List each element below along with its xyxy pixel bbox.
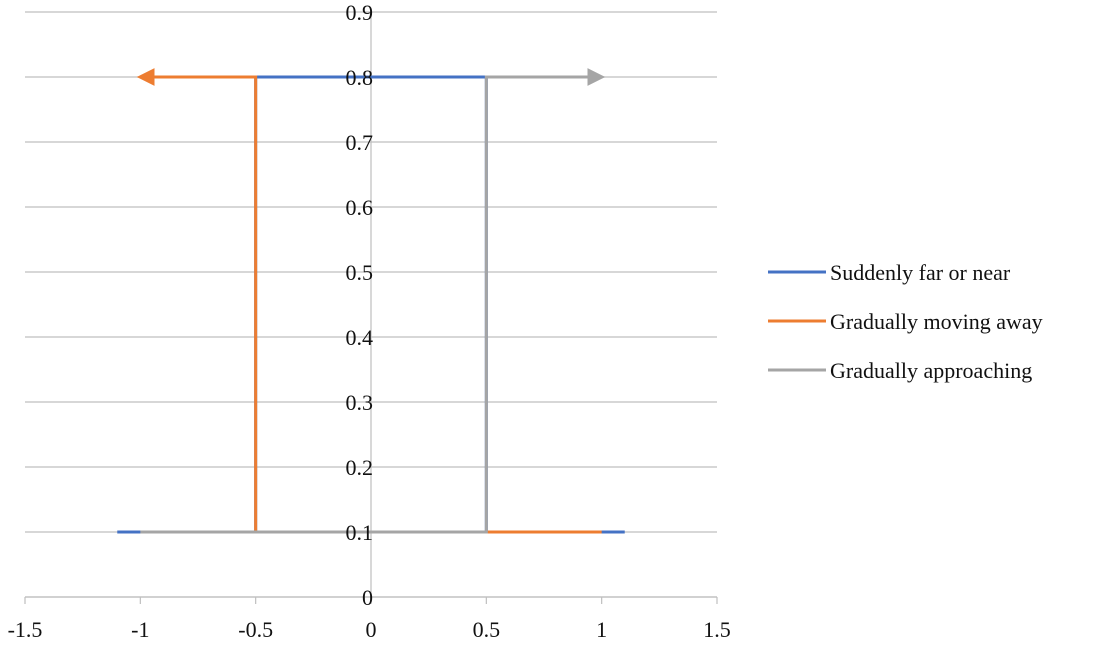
legend: Suddenly far or near Gradually moving awa… xyxy=(768,260,1043,383)
legend-label: Suddenly far or near xyxy=(830,260,1011,285)
series-group xyxy=(117,68,625,534)
x-tick-label: 0 xyxy=(366,617,377,641)
tick-labels: 0 0.1 0.2 0.3 0.4 0.5 0.6 0.7 0.8 0.9 -1.5 -1 -0.5 0 0… xyxy=(8,0,731,642)
x-tick-label: 1.5 xyxy=(703,617,731,641)
series-line-2 xyxy=(140,68,606,534)
x-tick-label: -1 xyxy=(131,617,149,641)
y-tick-label: 0.3 xyxy=(346,390,374,415)
legend-label: Gradually approaching xyxy=(830,358,1032,383)
y-tick-label: 0.4 xyxy=(346,325,374,350)
y-tick-label: 0.6 xyxy=(346,195,374,220)
x-tick-label: 1 xyxy=(596,617,607,641)
x-tick-label: 0.5 xyxy=(473,617,501,641)
x-tick-label: -1.5 xyxy=(8,617,43,641)
y-tick-label: 0.1 xyxy=(346,520,374,545)
legend-label: Gradually moving away xyxy=(830,309,1043,334)
y-tick-label: 0.8 xyxy=(346,65,374,90)
y-tick-label: 0.2 xyxy=(346,455,374,480)
y-tick-label: 0 xyxy=(362,585,373,610)
y-tick-label: 0.9 xyxy=(346,0,374,25)
y-tick-label: 0.5 xyxy=(346,260,374,285)
y-tick-label: 0.7 xyxy=(346,130,374,155)
x-tick-label: -0.5 xyxy=(238,617,273,641)
axes xyxy=(24,12,718,604)
